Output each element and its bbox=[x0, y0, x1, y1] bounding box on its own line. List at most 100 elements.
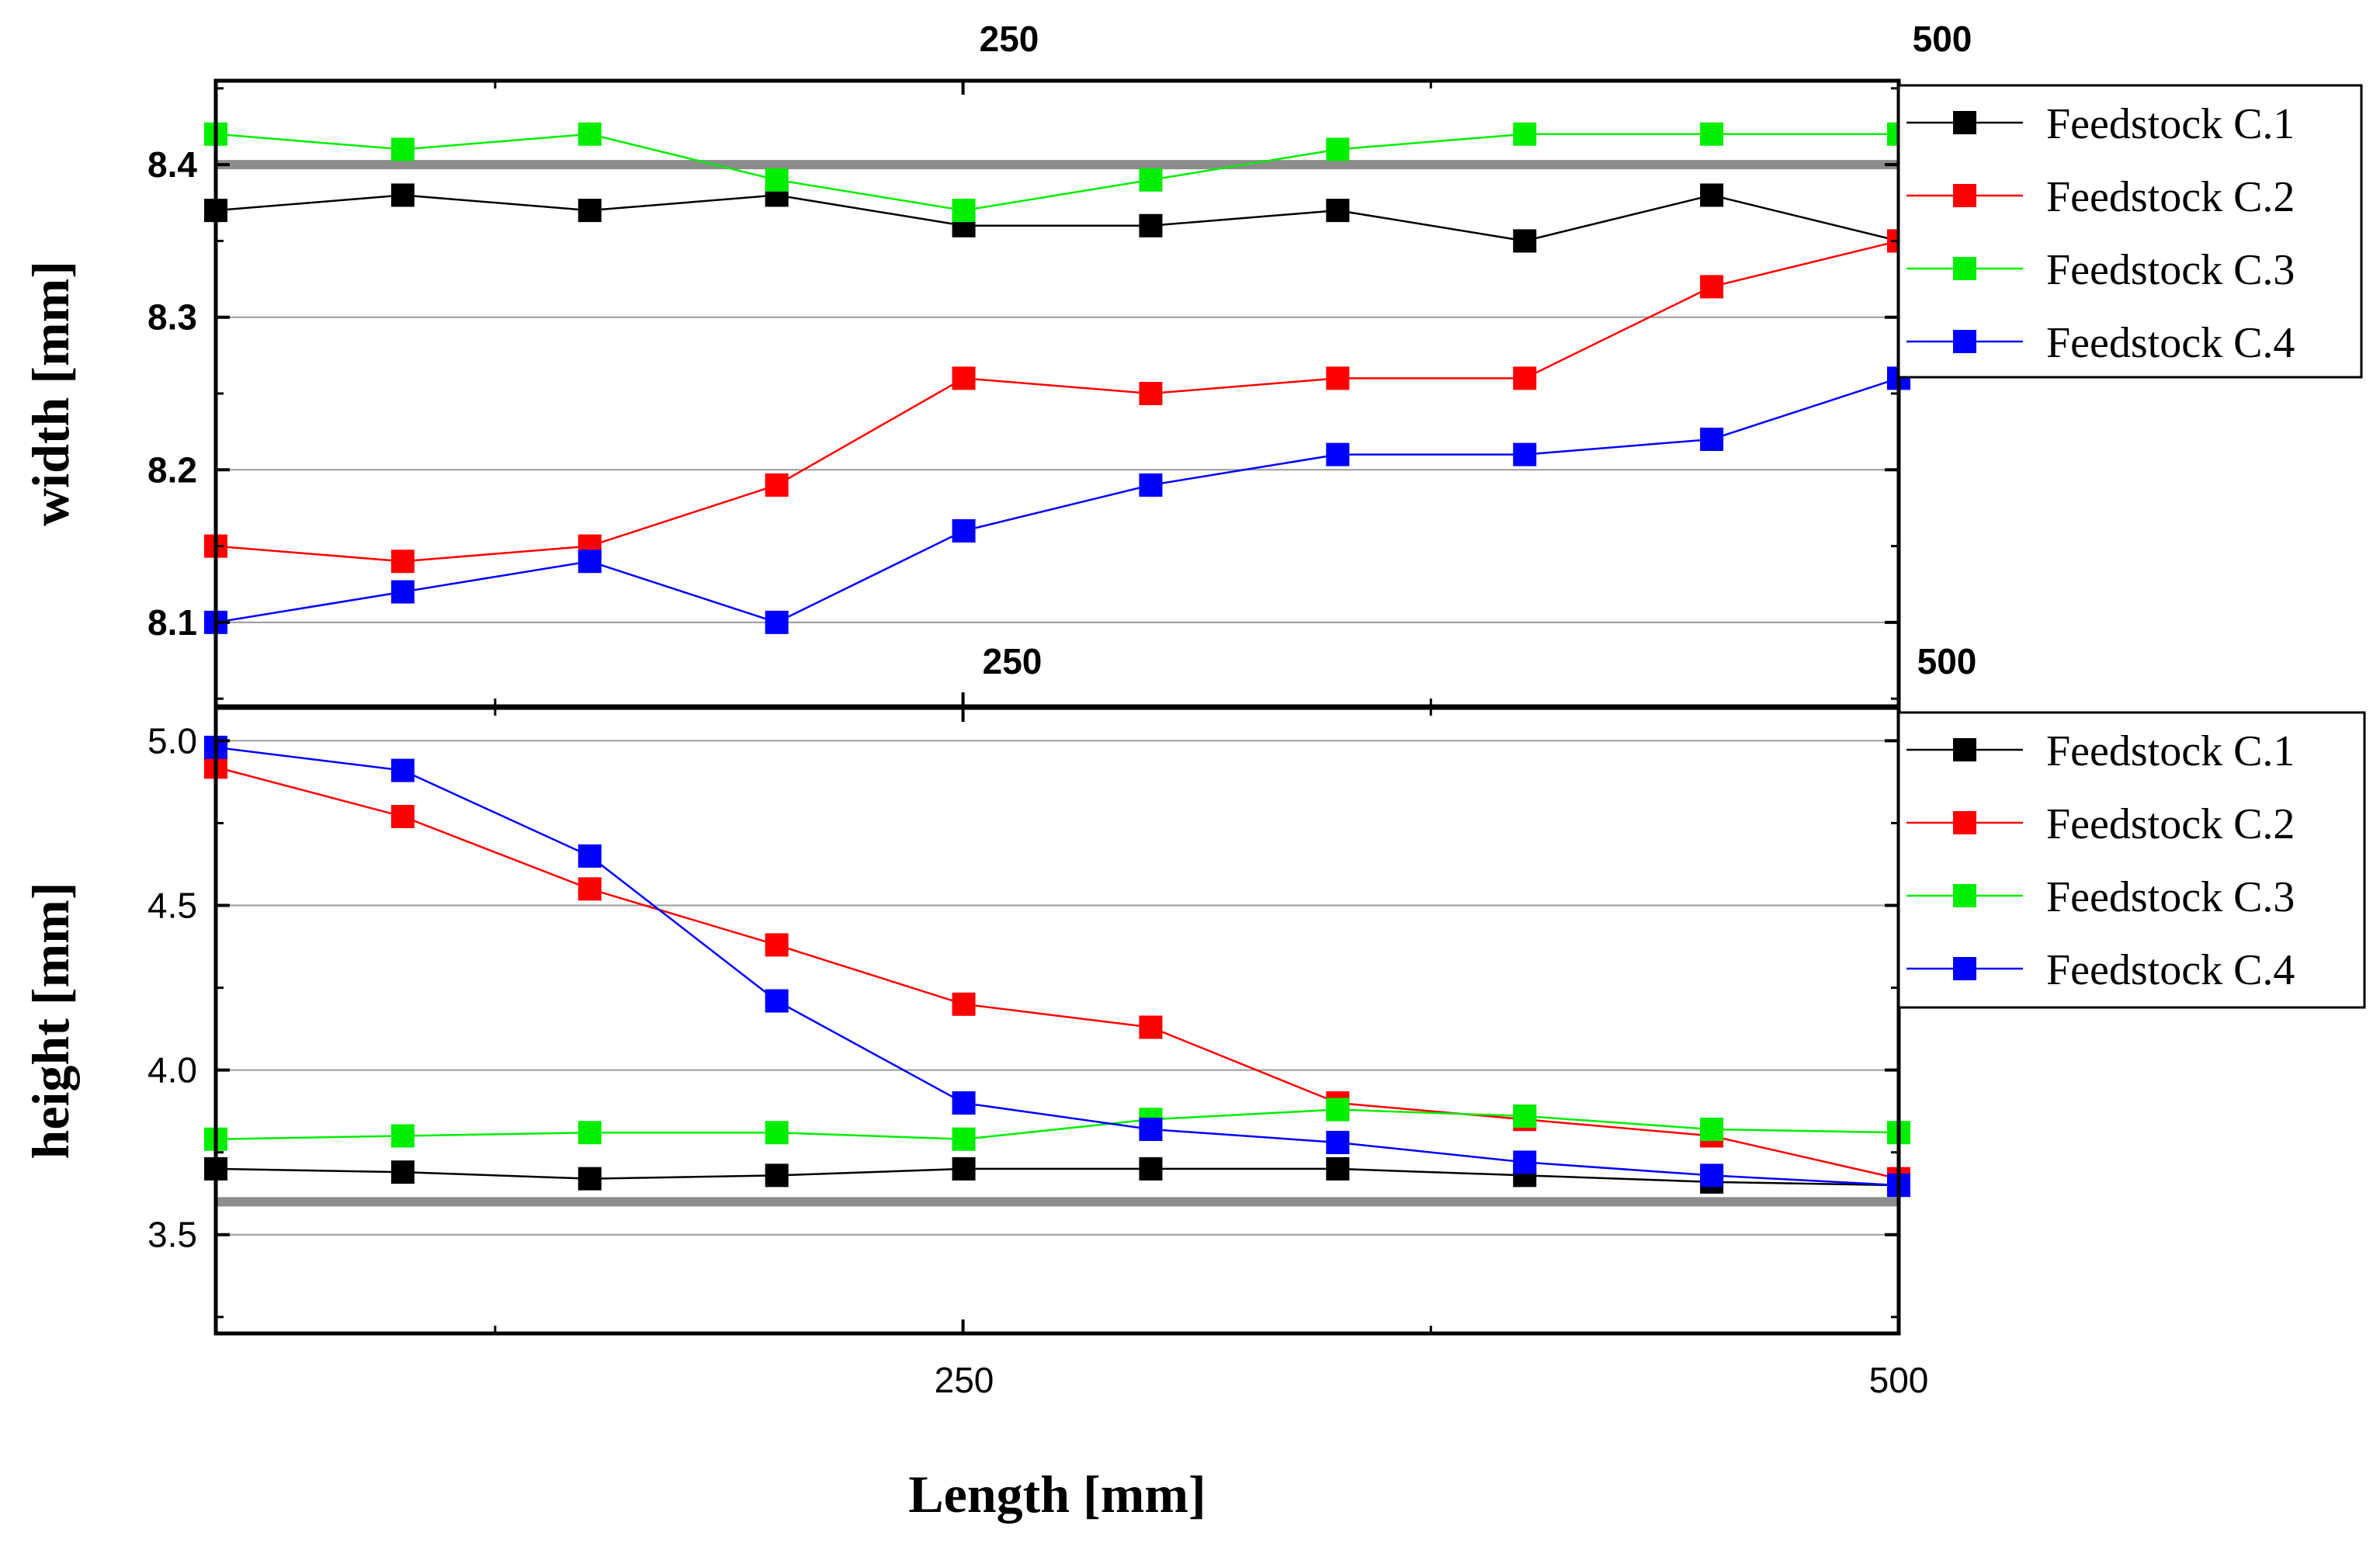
height-x-ticks bbox=[494, 708, 1900, 1333]
height-plot-frame bbox=[213, 706, 1901, 1336]
width-bottom-tick-label-500: 500 bbox=[1917, 641, 1977, 681]
height-series-3-point bbox=[1326, 1097, 1350, 1122]
height-legend-marker-1 bbox=[1953, 738, 1976, 761]
width-y-tick-label: 8.4 bbox=[147, 144, 197, 185]
height-series-4-point bbox=[1326, 1130, 1350, 1154]
height-legend-marker-3 bbox=[1953, 884, 1976, 907]
width-legend-marker-4 bbox=[1953, 330, 1976, 353]
height-series-4-point bbox=[952, 1091, 976, 1115]
height-series-4-line bbox=[215, 746, 1899, 1187]
height-series-4-point bbox=[765, 989, 789, 1013]
width-series-4-point bbox=[952, 518, 976, 543]
height-series-2-line bbox=[215, 766, 1899, 1180]
width-series-2-point bbox=[1700, 275, 1724, 299]
width-series-3-point bbox=[1700, 122, 1724, 146]
height-series-1-point bbox=[1326, 1156, 1350, 1181]
width-series-4-point bbox=[390, 580, 415, 604]
height-series-3-point bbox=[1700, 1117, 1724, 1141]
width-series-4-point bbox=[1700, 427, 1724, 451]
height-series-1-point bbox=[1139, 1156, 1163, 1181]
height-legend-label-2: Feedstock C.2 bbox=[2046, 800, 2295, 848]
width-legend-marker-3 bbox=[1953, 257, 1976, 280]
width-series-3-point bbox=[390, 137, 415, 161]
height-legend-label-1: Feedstock C.1 bbox=[2046, 727, 2295, 775]
width-y-tick-label: 8.1 bbox=[147, 602, 197, 643]
width-series-1-line bbox=[215, 194, 1899, 242]
width-y-tick-label: 8.3 bbox=[147, 297, 197, 338]
width-series-1-point bbox=[1139, 213, 1163, 238]
width-series-4-point bbox=[765, 610, 789, 634]
height-series-3-point bbox=[1513, 1104, 1537, 1129]
height-legend-label-4: Feedstock C.4 bbox=[2046, 946, 2295, 994]
width-series-2-point bbox=[1139, 382, 1163, 405]
height-y-ticks: 3.5 4.0 4.5 5.0 bbox=[147, 720, 1899, 1319]
height-series-1-point bbox=[952, 1156, 976, 1181]
height-series-2-point bbox=[578, 877, 602, 901]
height-series-3-line bbox=[215, 1108, 1899, 1140]
width-series-3-point bbox=[1513, 122, 1537, 146]
width-series-3-point bbox=[952, 199, 976, 223]
x-axis-title: Length [mm] bbox=[908, 1465, 1206, 1524]
width-panel: 8.18.28.38.4 250 500 250 500 width [mm] … bbox=[21, 19, 2363, 709]
width-series-2-point bbox=[1513, 366, 1537, 390]
height-series-2-point bbox=[952, 992, 976, 1016]
height-series-2-point bbox=[1139, 1015, 1163, 1039]
height-series-2-point bbox=[765, 933, 789, 957]
width-series-4-point bbox=[1326, 442, 1350, 466]
width-series-3-point bbox=[578, 122, 602, 146]
width-legend-label-4: Feedstock C.4 bbox=[2046, 319, 2295, 367]
width-series-4-line bbox=[215, 377, 1899, 624]
width-top-tick-label-250: 250 bbox=[980, 19, 1039, 59]
width-top-tick-label-500: 500 bbox=[1913, 19, 1972, 59]
width-series-4-point bbox=[1139, 473, 1163, 497]
height-series-3-point bbox=[390, 1124, 415, 1148]
width-legend-marker-2 bbox=[1953, 184, 1976, 207]
height-y-axis-title: height [mm] bbox=[21, 882, 80, 1160]
height-series-4-point bbox=[1513, 1150, 1537, 1174]
width-y-tick-label: 8.2 bbox=[147, 449, 197, 490]
width-series-2-point bbox=[390, 550, 415, 574]
width-x-ticks bbox=[494, 81, 1900, 706]
height-series-4-point bbox=[578, 844, 602, 868]
width-series-1-point bbox=[1513, 229, 1537, 253]
height-series-1-line bbox=[215, 1167, 1899, 1187]
width-series-3-point bbox=[1326, 137, 1350, 161]
height-series-3-point bbox=[952, 1127, 976, 1151]
height-y-tick-label: 4.5 bbox=[147, 886, 197, 926]
height-series-3-point bbox=[578, 1121, 602, 1145]
height-panel: 3.5 4.0 4.5 5.0 250 500 height [mm] Length … bbox=[21, 706, 2366, 1524]
height-series-2-point bbox=[390, 804, 415, 828]
height-series-4-point bbox=[1700, 1163, 1724, 1188]
width-series-3-point bbox=[1139, 168, 1163, 192]
width-legend-label-1: Feedstock C.1 bbox=[2046, 100, 2295, 148]
height-series-1-point bbox=[578, 1167, 602, 1191]
height-series-4-point bbox=[390, 758, 415, 782]
width-series-1-point bbox=[1326, 199, 1350, 223]
height-series-3-point bbox=[765, 1121, 789, 1145]
height-bottom-tick-label-500: 500 bbox=[1869, 1360, 1929, 1400]
width-legend-label-3: Feedstock C.3 bbox=[2046, 246, 2295, 294]
width-legend: Feedstock C.1 Feedstock C.2 Feedstock C.3 F… bbox=[1897, 84, 2363, 379]
height-y-tick-label: 5.0 bbox=[147, 720, 197, 761]
width-series-4-point bbox=[578, 550, 602, 574]
width-y-axis-title: width [mm] bbox=[21, 261, 80, 526]
width-series-2-line bbox=[215, 240, 1899, 563]
width-legend-label-2: Feedstock C.2 bbox=[2046, 173, 2295, 221]
height-legend-marker-2 bbox=[1953, 811, 1976, 834]
width-series-4-point bbox=[1513, 442, 1537, 466]
width-series-2-point bbox=[952, 366, 976, 390]
width-plot-frame bbox=[213, 78, 1901, 709]
width-series-1-point bbox=[390, 183, 415, 207]
width-series-3-point bbox=[765, 168, 789, 192]
height-gridlines bbox=[216, 740, 1899, 1236]
height-bottom-tick-label-250: 250 bbox=[935, 1360, 994, 1400]
width-y-ticks: 8.1 8.2 8.3 8.4 bbox=[147, 87, 1899, 700]
width-series-2-point bbox=[765, 473, 789, 497]
width-series-2-point bbox=[1326, 366, 1350, 390]
height-legend: Feedstock C.1 Feedstock C.2 Feedstock C.3 F… bbox=[1897, 711, 2366, 1009]
height-legend-marker-4 bbox=[1953, 957, 1976, 980]
height-y-tick-label: 3.5 bbox=[147, 1215, 197, 1255]
width-series-1-point bbox=[578, 199, 602, 223]
height-series-1-point bbox=[390, 1160, 415, 1184]
